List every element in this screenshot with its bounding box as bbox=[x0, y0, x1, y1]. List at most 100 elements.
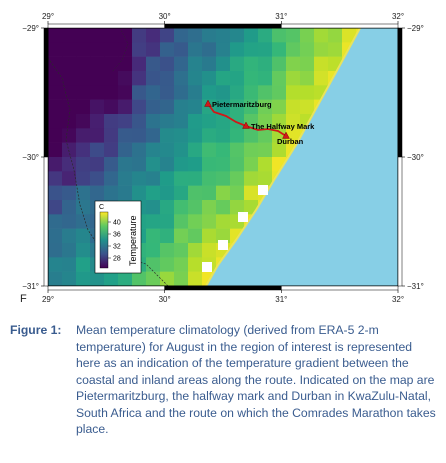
grid-cell bbox=[286, 128, 301, 143]
grid-cell bbox=[244, 42, 259, 57]
grid-cell bbox=[244, 28, 259, 43]
grid-cell bbox=[146, 28, 161, 43]
grid-cell bbox=[146, 85, 161, 100]
grid-cell bbox=[202, 171, 217, 186]
lon-tick-label: 29° bbox=[42, 295, 54, 304]
grid-cell bbox=[118, 271, 133, 286]
grid-cell bbox=[202, 85, 217, 100]
grid-cell bbox=[174, 71, 189, 86]
grid-cell bbox=[174, 214, 189, 229]
grid-cell bbox=[62, 56, 77, 72]
grid-cell bbox=[62, 85, 77, 100]
grid-cell bbox=[160, 214, 175, 229]
grid-cell bbox=[174, 271, 189, 286]
grid-cell bbox=[146, 56, 161, 72]
grid-cell bbox=[258, 171, 273, 186]
grid-cell bbox=[230, 56, 245, 72]
route-layer: Pietermaritzburg The Halfway Mark Durban bbox=[204, 99, 315, 146]
grid-cell bbox=[62, 228, 77, 244]
grid-cell bbox=[90, 142, 105, 158]
map-frame bbox=[43, 23, 403, 291]
grid-cell bbox=[132, 271, 147, 286]
grid-cell bbox=[146, 257, 161, 272]
grid-cell bbox=[146, 228, 161, 244]
grid-cell bbox=[90, 71, 105, 86]
grid-cell bbox=[76, 157, 91, 172]
grid-cell bbox=[174, 228, 189, 244]
lat-tick-label: −31° bbox=[407, 282, 424, 291]
grid-cell bbox=[160, 271, 175, 286]
grid-cell bbox=[272, 71, 287, 86]
grid-cell bbox=[62, 200, 77, 215]
grid-cell bbox=[118, 128, 133, 143]
caption-label: Figure 1: bbox=[10, 323, 62, 337]
grid-cell bbox=[160, 157, 175, 172]
grid-cell bbox=[174, 114, 189, 129]
grid-cell bbox=[272, 114, 287, 129]
grid-cell bbox=[48, 171, 63, 186]
colorbar: C 40 36 32 28 Temperature bbox=[94, 200, 142, 274]
grid-cell bbox=[202, 56, 217, 72]
grid-cell bbox=[146, 157, 161, 172]
grid-cell bbox=[174, 200, 189, 215]
grid-cell bbox=[160, 171, 175, 186]
grid-cell bbox=[90, 85, 105, 100]
grid-cell bbox=[104, 99, 119, 115]
grid-cell bbox=[132, 185, 147, 201]
grid-cell bbox=[62, 28, 77, 43]
axis-ticks: 29°29°30°30°31°31°32°32°−29° −29°−30° −30°… bbox=[20, 12, 424, 305]
grid-cell bbox=[48, 56, 63, 72]
grid-cell bbox=[230, 128, 245, 143]
grid-cell bbox=[118, 71, 133, 86]
grid-cell bbox=[272, 142, 287, 158]
grid-cell bbox=[146, 128, 161, 143]
grid-cell bbox=[146, 71, 161, 86]
grid-cell bbox=[160, 71, 175, 86]
grid-cell bbox=[202, 157, 217, 172]
grid-cell bbox=[230, 171, 245, 186]
grid-cell bbox=[118, 85, 133, 100]
grid-cell bbox=[160, 228, 175, 244]
grid-cell bbox=[202, 142, 217, 158]
caption-text: Mean temperature climatology (derived fr… bbox=[76, 323, 436, 436]
grid-cell bbox=[90, 185, 105, 201]
grid-cell bbox=[230, 99, 245, 115]
grid-cell bbox=[300, 28, 315, 43]
grid-cell bbox=[244, 171, 259, 186]
grid-cell bbox=[188, 71, 203, 86]
grid-cell bbox=[216, 185, 231, 201]
grid-cell bbox=[48, 185, 63, 201]
grid-cell bbox=[132, 128, 147, 143]
grid-cell bbox=[76, 99, 91, 115]
grid-cell bbox=[258, 42, 273, 57]
place-marker bbox=[204, 99, 212, 107]
grid-cell bbox=[104, 114, 119, 129]
grid-cell bbox=[272, 28, 287, 43]
grid-cell bbox=[146, 114, 161, 129]
grid-cell bbox=[76, 271, 91, 286]
grid-cell bbox=[216, 114, 231, 129]
grid-cell bbox=[216, 214, 231, 229]
border-line bbox=[111, 28, 129, 73]
grid-cell bbox=[48, 214, 63, 229]
grid-cell bbox=[76, 71, 91, 86]
grid-cell bbox=[62, 214, 77, 229]
grid-cell bbox=[76, 85, 91, 100]
grid-cell bbox=[90, 42, 105, 57]
colorbar-tick-label: 36 bbox=[113, 232, 121, 239]
corner-label: F bbox=[20, 293, 27, 305]
grid-cell bbox=[230, 114, 245, 129]
grid-cell bbox=[160, 243, 175, 258]
grid-cell bbox=[286, 71, 301, 86]
grid-cell bbox=[300, 99, 315, 115]
grid-cell bbox=[286, 28, 301, 43]
grid-cell bbox=[76, 171, 91, 186]
grid-cell bbox=[76, 257, 91, 272]
grid-cell bbox=[300, 85, 315, 100]
lat-tick-label: −30° bbox=[22, 153, 39, 162]
grid-cell bbox=[342, 28, 357, 43]
grid-cell bbox=[188, 157, 203, 172]
grid-cell bbox=[132, 42, 147, 57]
grid-cell bbox=[132, 85, 147, 100]
grid-cell bbox=[202, 228, 217, 244]
